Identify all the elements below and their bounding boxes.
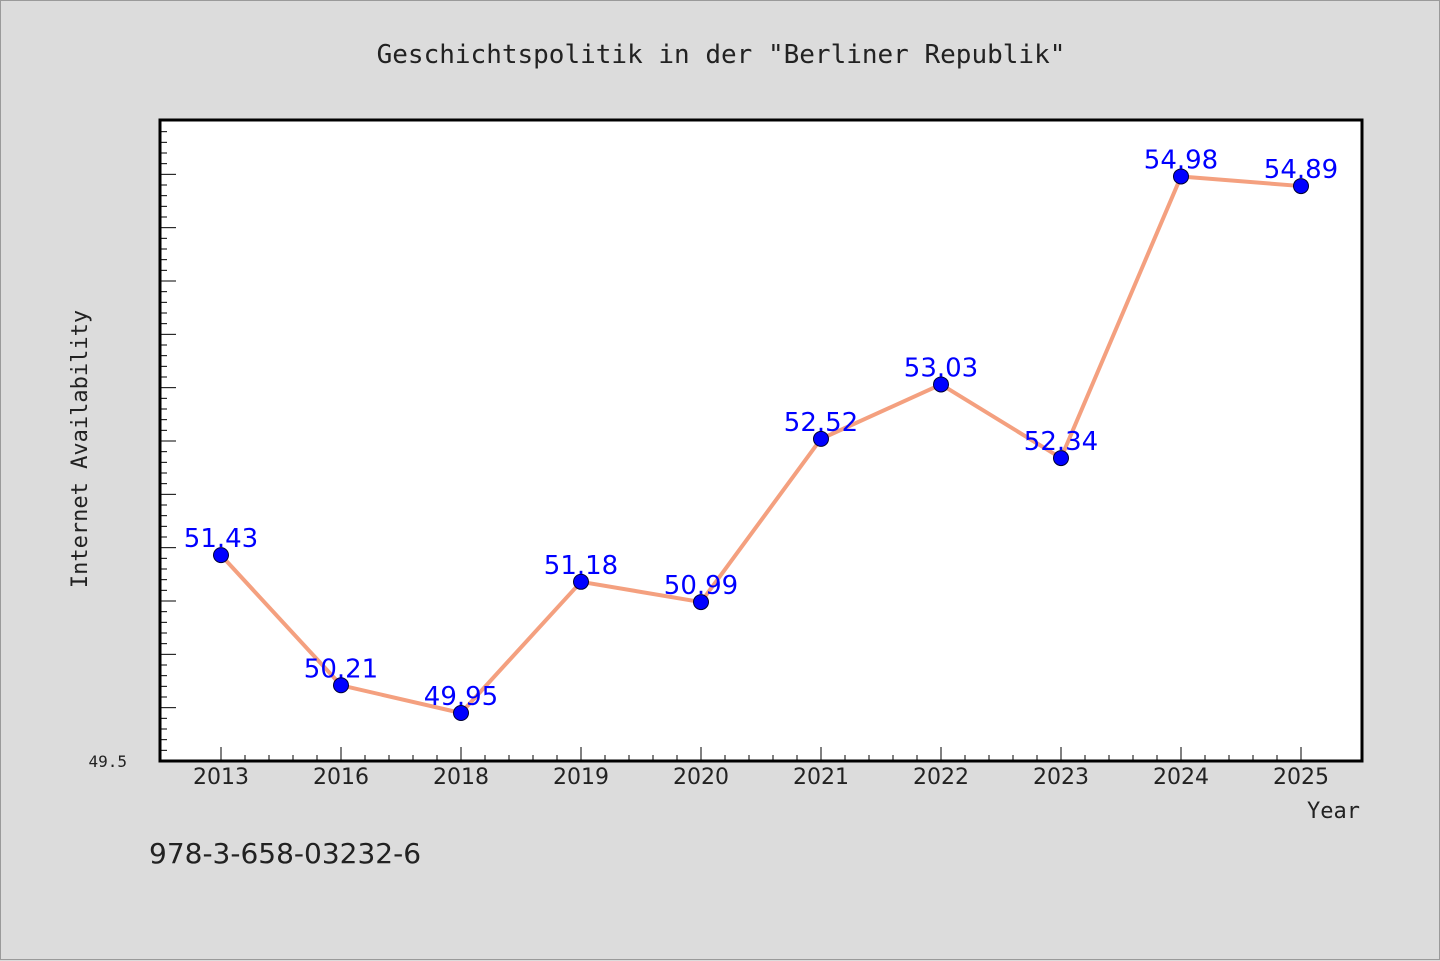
data-label: 51.18: [544, 551, 618, 581]
x-tick-label: 2019: [553, 765, 609, 790]
data-label: 52.34: [1024, 427, 1098, 457]
x-tick-label: 2024: [1153, 765, 1209, 790]
series-line: [219, 174, 1303, 715]
x-tick-label: 2023: [1033, 765, 1089, 790]
x-tick-label: 2013: [193, 765, 249, 790]
data-point: [333, 677, 349, 694]
x-tick-label: 2020: [673, 765, 729, 790]
x-tick-label: 2022: [913, 765, 969, 790]
x-tick-label: 2018: [433, 765, 489, 790]
data-point: [213, 547, 229, 564]
y-axis-ticks: [161, 120, 176, 762]
data-point: [1173, 168, 1189, 185]
data-point: [813, 430, 829, 447]
data-point: [453, 705, 469, 721]
data-label: 49.95: [424, 682, 498, 712]
data-point: [693, 594, 709, 611]
data-point: [1293, 178, 1309, 195]
data-label: 54.89: [1264, 155, 1338, 185]
y-axis-label: Internet Availability: [68, 310, 93, 588]
markers-group: [213, 168, 1309, 721]
data-label: 54.98: [1144, 145, 1218, 175]
data-label: 51.43: [184, 524, 258, 554]
data-point: [933, 376, 949, 393]
series-line-group: [219, 174, 1303, 715]
data-labels-group: 51.43 50.21 49.95 51.18 50.99 52.52 53.03 52.34…: [184, 145, 1338, 712]
x-axis-label: Year: [1307, 799, 1360, 824]
data-label: 50.21: [304, 654, 378, 684]
data-label: 50.99: [664, 571, 738, 601]
x-axis-ticks: 2013 2016 2018 2019 2020 2021 2022 2023 2024 2025: [193, 747, 1329, 790]
x-tick-label: 2021: [793, 765, 849, 790]
data-label: 52.52: [784, 408, 858, 438]
isbn-footer: 978-3-658-03232-6: [149, 837, 421, 870]
y-tick-label: 49.5: [88, 752, 127, 771]
data-point: [573, 573, 589, 590]
data-point: [1053, 450, 1069, 467]
x-tick-label: 2016: [313, 765, 369, 790]
x-tick-label: 2025: [1273, 765, 1329, 790]
data-label: 53.03: [904, 353, 978, 383]
chart-title: Geschichtspolitik in der "Berliner Repub…: [377, 40, 1066, 70]
